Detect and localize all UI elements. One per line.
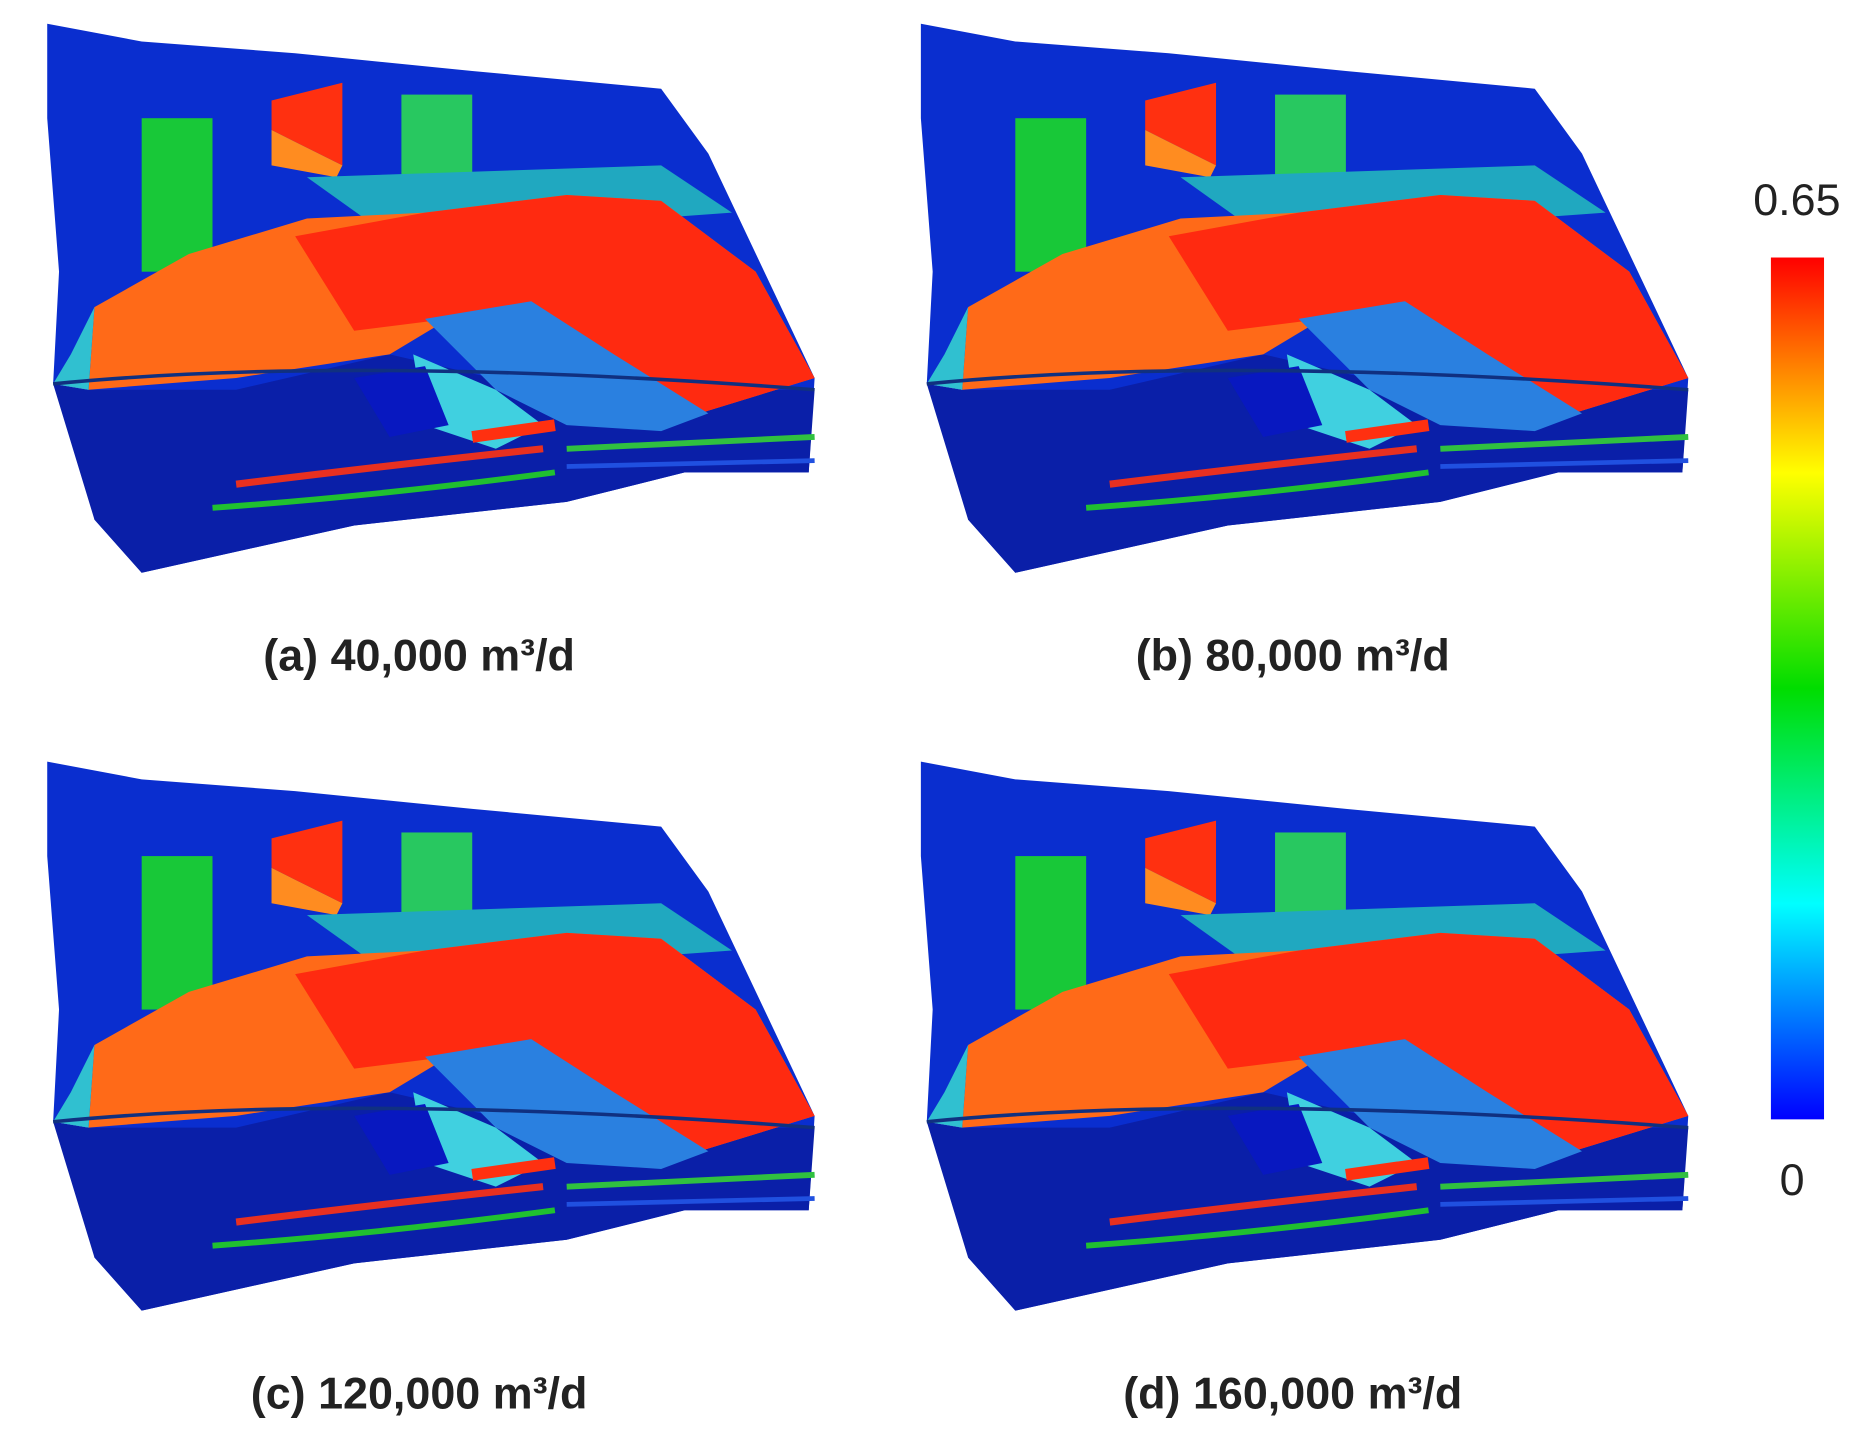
panel-caption: (b) 80,000 m³/d <box>1136 630 1450 681</box>
colorbar <box>1770 257 1825 1120</box>
panel-caption: (c) 120,000 m³/d <box>251 1368 588 1419</box>
panel-image <box>921 24 1688 573</box>
colorbar-max-label: 0.65 <box>1753 174 1840 225</box>
colorbar-min-label: 0 <box>1780 1154 1805 1205</box>
panel-image <box>47 762 814 1311</box>
panel-image <box>47 24 814 573</box>
panel-image <box>921 762 1688 1311</box>
panel-caption: (d) 160,000 m³/d <box>1123 1368 1462 1419</box>
panel-caption: (a) 40,000 m³/d <box>263 630 575 681</box>
